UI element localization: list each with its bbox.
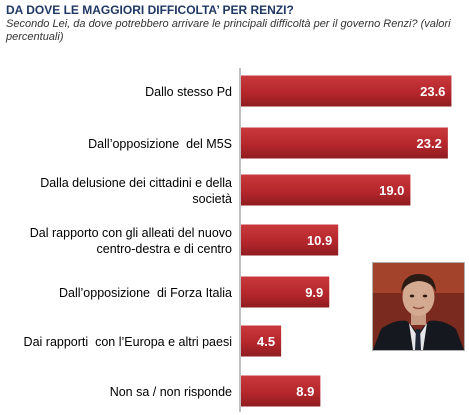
- bar: [241, 127, 448, 159]
- bar: [241, 174, 411, 206]
- bar-value-label: 10.9: [307, 233, 332, 248]
- category-label: società: [192, 192, 232, 206]
- category-label: Dall’opposizione di Forza Italia: [59, 286, 232, 300]
- category-label: Dalla delusione dei cittadini e della: [40, 176, 232, 190]
- bar-value-label: 9.9: [305, 285, 323, 300]
- category-label: centro-destra e di centro: [97, 242, 233, 256]
- bar-value-label: 23.2: [417, 136, 442, 151]
- bar: [241, 375, 321, 407]
- bar: [241, 276, 330, 308]
- bar-value-label: 4.5: [257, 334, 275, 349]
- category-label: Non sa / non risponde: [110, 385, 232, 399]
- category-label: Dallo stesso Pd: [145, 85, 232, 99]
- bar-value-label: 19.0: [379, 183, 404, 198]
- bar-value-label: 8.9: [296, 384, 314, 399]
- bar: [241, 224, 339, 256]
- category-label: Dai rapporti con l’Europa e altri paesi: [24, 335, 232, 349]
- bar: [241, 325, 282, 357]
- category-label: Dall’opposizione del M5S: [88, 137, 232, 151]
- chart-subtitle: Secondo Lei, da dove potrebbero arrivare…: [6, 18, 451, 43]
- bar-value-label: 23.6: [420, 84, 445, 99]
- portrait-photo: [372, 262, 465, 351]
- bar: [241, 75, 452, 107]
- category-label: Dal rapporto con gli alleati del nuovo: [30, 226, 232, 240]
- chart-title: DA DOVE LE MAGGIORI DIFFICOLTA’ PER RENZ…: [6, 3, 294, 17]
